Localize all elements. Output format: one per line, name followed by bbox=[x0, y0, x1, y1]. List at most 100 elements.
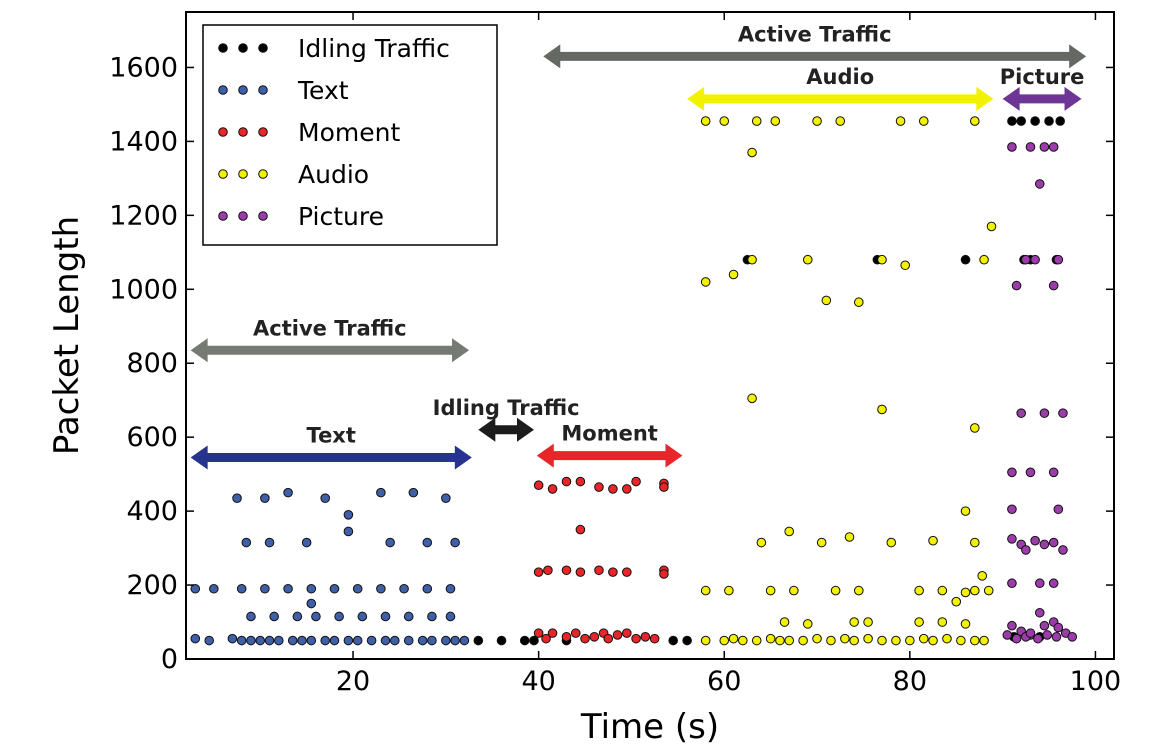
annotation-label: Audio bbox=[806, 65, 874, 89]
data-point-audio bbox=[747, 254, 757, 265]
data-point-text bbox=[274, 635, 284, 646]
legend-item-text: Text bbox=[218, 76, 349, 105]
data-point-picture bbox=[1042, 630, 1052, 640]
data-point-picture bbox=[1051, 632, 1062, 642]
legend-marker bbox=[258, 211, 268, 221]
x-tick-label: 20 bbox=[336, 666, 370, 697]
y-tick-label: 800 bbox=[126, 348, 178, 379]
data-point-audio bbox=[895, 116, 906, 126]
data-point-audio bbox=[812, 633, 822, 644]
data-point-text bbox=[320, 635, 331, 646]
data-point-picture bbox=[1016, 408, 1027, 418]
data-point-picture bbox=[1007, 578, 1017, 589]
data-point-picture bbox=[1034, 578, 1045, 589]
data-point-moment bbox=[631, 633, 641, 644]
data-point-audio bbox=[956, 635, 966, 646]
data-point-text bbox=[385, 537, 395, 548]
data-point-picture bbox=[1011, 633, 1022, 644]
data-point-moment bbox=[612, 630, 623, 640]
data-point-text bbox=[292, 611, 303, 622]
data-point-text bbox=[408, 487, 419, 498]
data-point-moment bbox=[594, 565, 604, 576]
data-point-audio bbox=[738, 635, 748, 646]
data-point-audio bbox=[960, 506, 971, 516]
data-point-audio bbox=[891, 635, 901, 646]
marks-layer bbox=[190, 116, 1078, 646]
data-point-audio bbox=[728, 269, 739, 280]
data-point-audio bbox=[877, 404, 887, 415]
data-point-audio bbox=[918, 116, 929, 126]
data-point-text bbox=[343, 635, 354, 646]
data-point-audio bbox=[970, 423, 980, 433]
legend-marker bbox=[218, 127, 228, 137]
data-point-idling-traffic bbox=[682, 635, 692, 646]
data-point-text bbox=[329, 635, 340, 646]
annotation-picture: Picture bbox=[1000, 65, 1084, 111]
x-tick-label: 40 bbox=[521, 666, 555, 697]
data-point-picture bbox=[1058, 408, 1068, 418]
y-tick-label: 1200 bbox=[109, 200, 178, 231]
data-point-audio bbox=[854, 585, 864, 596]
data-point-moment bbox=[561, 565, 572, 576]
data-point-picture bbox=[1053, 622, 1064, 633]
data-point-audio bbox=[942, 633, 952, 644]
annotation-arrow bbox=[536, 443, 683, 468]
data-point-text bbox=[246, 635, 256, 646]
data-point-text bbox=[357, 611, 368, 622]
data-point-text bbox=[427, 635, 437, 646]
legend-marker bbox=[218, 169, 228, 179]
data-point-audio bbox=[765, 633, 776, 644]
data-point-text bbox=[445, 611, 456, 622]
y-tick-label: 1600 bbox=[109, 52, 178, 83]
data-point-audio bbox=[798, 635, 808, 646]
data-point-moment bbox=[622, 484, 632, 494]
data-point-idling-traffic bbox=[1030, 116, 1040, 126]
plot-frame bbox=[185, 11, 1115, 660]
data-point-audio bbox=[877, 254, 887, 265]
data-point-picture bbox=[1025, 628, 1036, 638]
annotation-active-traffic: Active Traffic bbox=[543, 22, 1087, 69]
data-point-audio bbox=[905, 635, 915, 646]
data-point-audio bbox=[728, 633, 739, 644]
data-point-audio bbox=[821, 295, 832, 306]
data-point-picture bbox=[1011, 280, 1022, 291]
data-point-text bbox=[390, 635, 400, 646]
data-point-audio bbox=[983, 585, 994, 596]
data-point-picture bbox=[1007, 534, 1017, 544]
data-point-text bbox=[306, 583, 317, 594]
data-point-audio bbox=[849, 617, 859, 627]
data-point-audio bbox=[840, 633, 850, 644]
data-point-moment bbox=[533, 480, 544, 491]
data-point-text bbox=[190, 583, 201, 594]
data-point-text bbox=[306, 635, 317, 646]
x-tick-label: 80 bbox=[893, 666, 927, 697]
data-point-audio bbox=[784, 526, 795, 537]
data-point-idling-traffic bbox=[1055, 116, 1065, 126]
data-point-picture bbox=[1033, 633, 1043, 644]
data-point-audio bbox=[918, 633, 929, 644]
data-point-picture bbox=[1053, 504, 1064, 515]
data-point-audio bbox=[863, 633, 873, 644]
data-point-moment bbox=[533, 567, 544, 577]
data-point-audio bbox=[751, 635, 762, 646]
legend-marker bbox=[258, 43, 268, 53]
data-point-moment bbox=[547, 484, 558, 494]
x-tick-label: 60 bbox=[707, 666, 741, 697]
data-point-audio bbox=[719, 635, 730, 646]
annotation-text: Text bbox=[190, 424, 472, 470]
data-point-audio bbox=[719, 116, 730, 126]
data-point-text bbox=[255, 635, 266, 646]
data-point-picture bbox=[1048, 578, 1059, 589]
legend-item-idling-traffic: Idling Traffic bbox=[218, 34, 450, 63]
data-point-audio bbox=[700, 277, 711, 287]
data-point-audio bbox=[770, 116, 781, 126]
data-point-text bbox=[441, 493, 451, 503]
data-point-audio bbox=[877, 635, 887, 646]
data-point-text bbox=[352, 583, 363, 594]
data-point-text bbox=[246, 611, 256, 622]
data-point-audio bbox=[960, 587, 971, 598]
data-point-audio bbox=[835, 116, 846, 126]
data-point-text bbox=[227, 633, 238, 644]
data-point-moment bbox=[622, 628, 632, 638]
data-point-text bbox=[380, 611, 391, 622]
